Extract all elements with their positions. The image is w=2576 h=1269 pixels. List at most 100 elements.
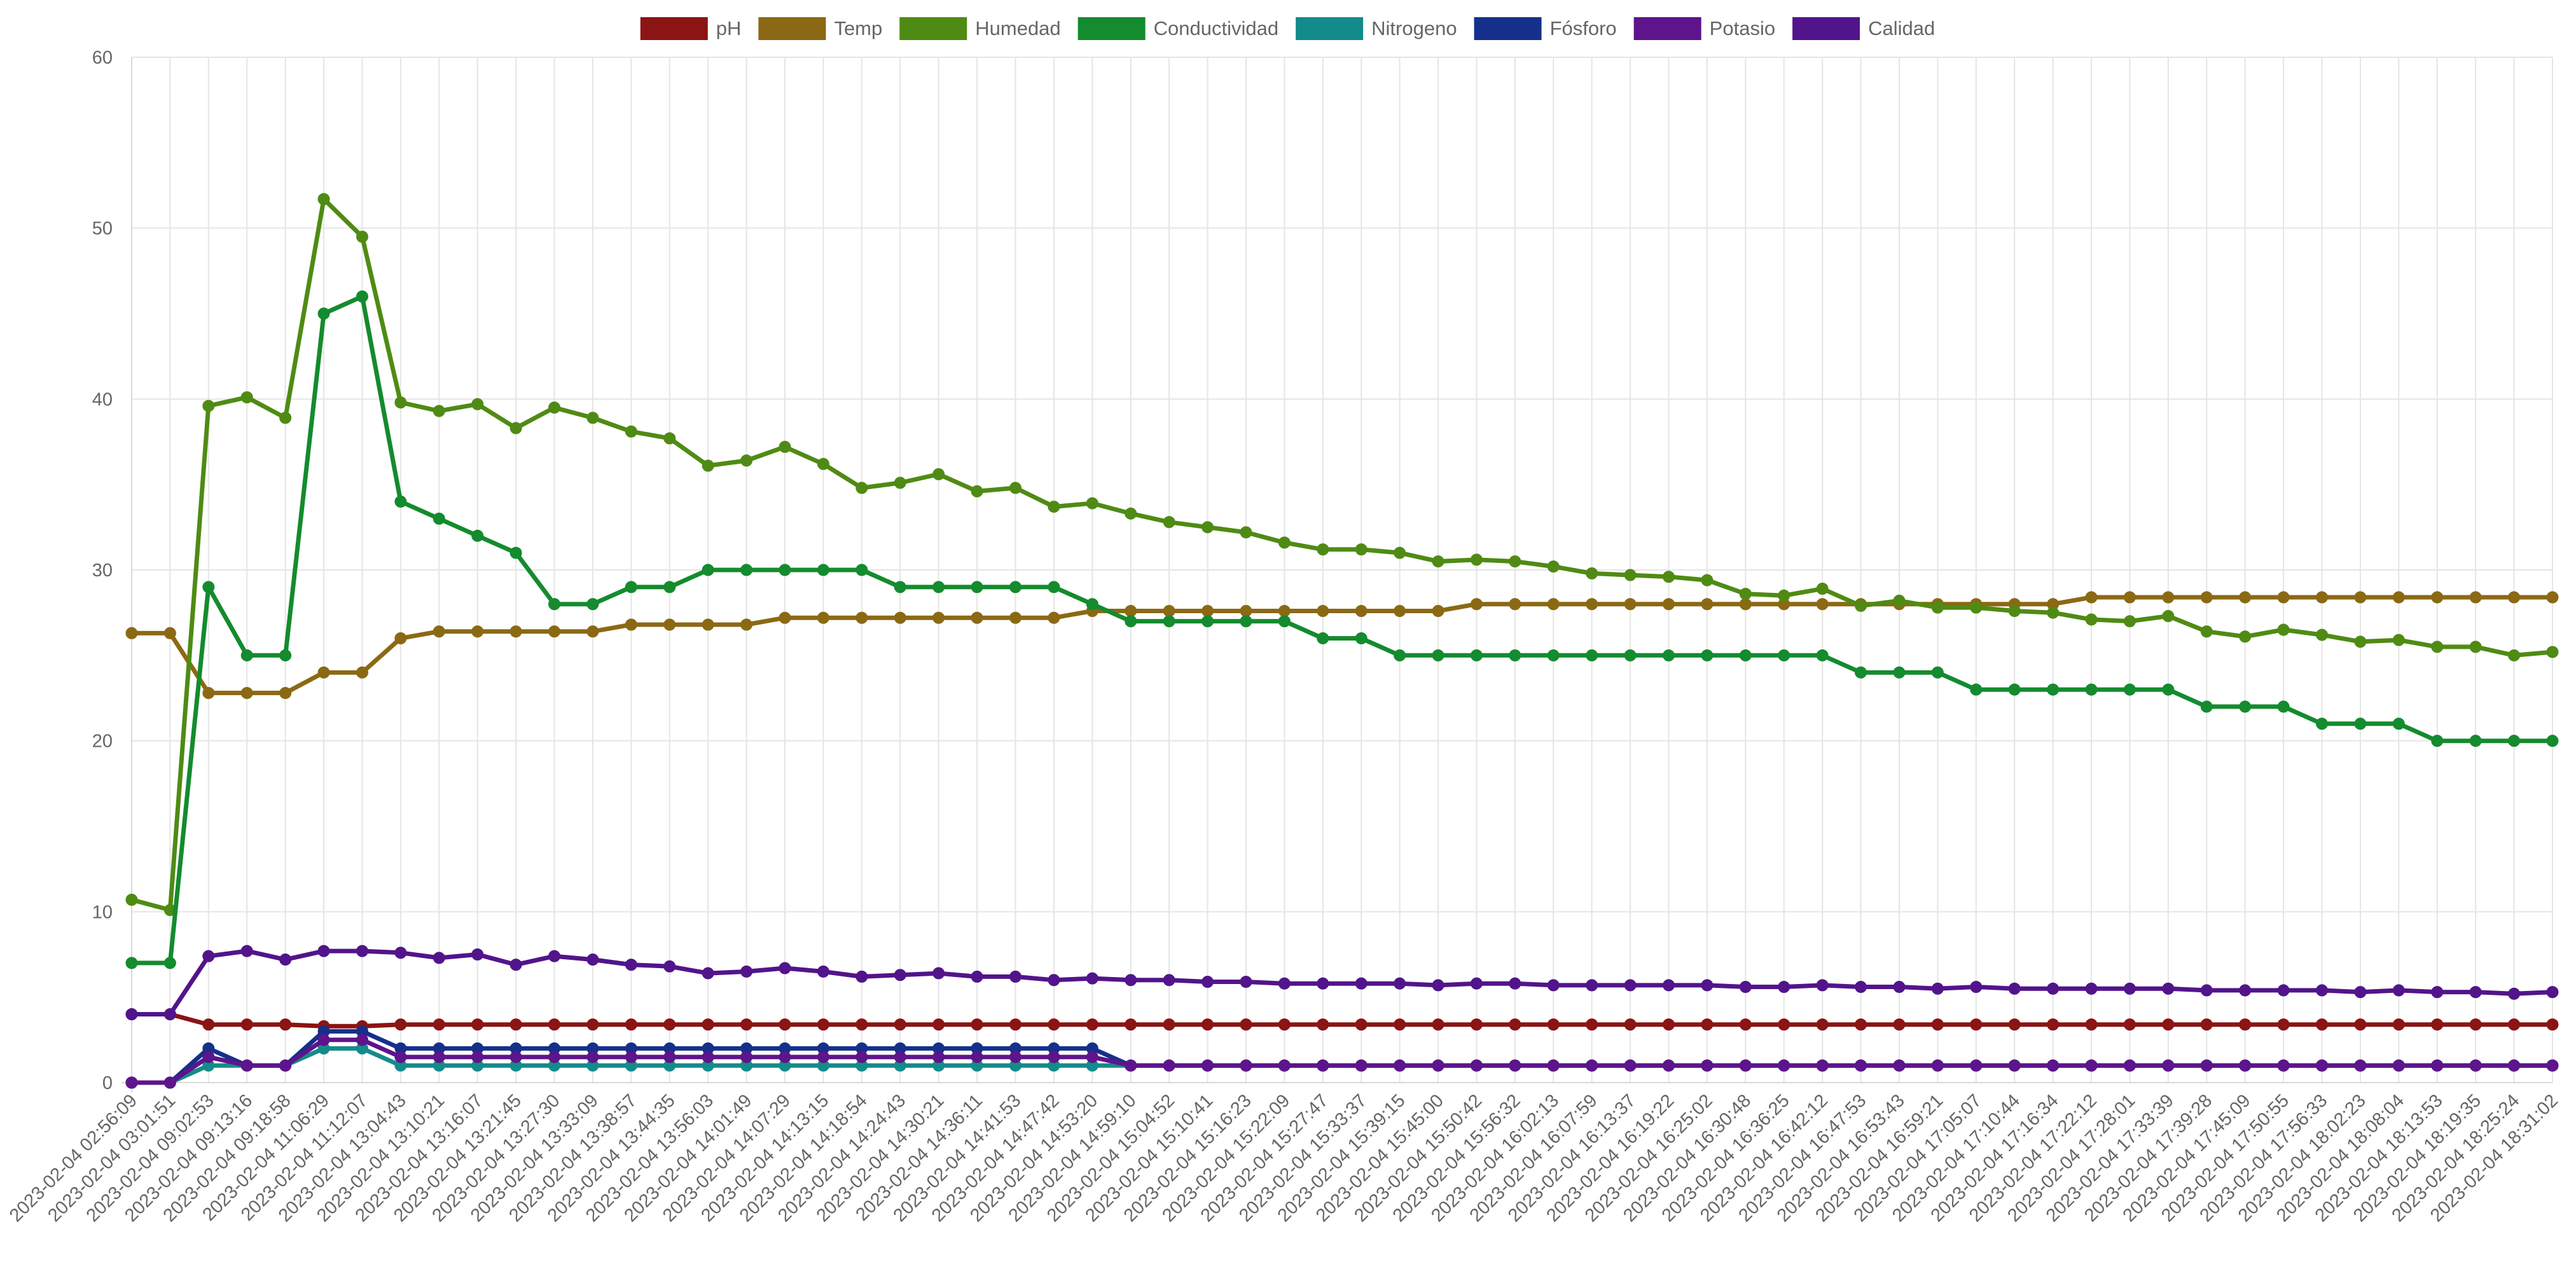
data-point-potasio	[356, 1034, 368, 1046]
series-line-potasio	[129, 1037, 2555, 1085]
data-point-humedad	[894, 476, 906, 489]
series-line-humedad	[129, 197, 2555, 913]
data-point-temp	[625, 618, 637, 631]
data-point-calidad	[1009, 970, 1021, 983]
data-point-conductividad	[1432, 649, 1444, 662]
data-point-potasio	[202, 1051, 215, 1064]
data-point-conductividad	[1509, 649, 1521, 662]
data-point-temp	[1240, 604, 1252, 617]
data-point-calidad	[240, 945, 253, 957]
data-point-conductividad	[163, 957, 176, 969]
data-point-calidad	[2047, 982, 2060, 995]
data-point-calidad	[1701, 979, 1714, 992]
data-point-calidad	[1163, 974, 1175, 987]
data-point-potasio	[509, 1051, 522, 1064]
data-point-ph	[1624, 1018, 1637, 1031]
data-point-temp	[1125, 604, 1137, 617]
data-point-calidad	[971, 970, 983, 983]
data-point-temp	[2354, 591, 2367, 604]
data-point-temp	[1009, 611, 1021, 624]
data-point-humedad	[2239, 630, 2252, 643]
data-point-potasio	[1893, 1059, 1906, 1072]
data-point-temp	[2508, 591, 2521, 604]
y-tick-label: 60	[92, 48, 113, 68]
series-temp	[125, 591, 2559, 699]
series-line-temp	[129, 595, 2555, 695]
data-point-conductividad	[394, 496, 407, 508]
data-point-temp	[548, 625, 561, 638]
data-point-conductividad	[1278, 615, 1291, 628]
data-point-temp	[394, 632, 407, 644]
data-point-conductividad	[125, 957, 138, 969]
data-point-temp	[586, 625, 599, 638]
data-point-ph	[1701, 1018, 1714, 1031]
data-point-conductividad	[471, 529, 484, 542]
data-point-humedad	[1893, 594, 1906, 607]
data-point-calidad	[1855, 981, 1867, 994]
data-point-temp	[471, 625, 484, 638]
data-point-humedad	[1317, 543, 1329, 556]
data-point-humedad	[1240, 526, 1252, 539]
data-point-humedad	[1586, 567, 1598, 579]
data-point-potasio	[625, 1051, 637, 1064]
data-point-temp	[2123, 591, 2136, 604]
data-point-potasio	[317, 1034, 330, 1046]
data-point-conductividad	[779, 564, 791, 576]
data-point-ph	[240, 1018, 253, 1031]
data-point-conductividad	[1317, 632, 1329, 644]
data-point-calidad	[356, 945, 368, 957]
data-point-ph	[2123, 1018, 2136, 1031]
data-point-humedad	[2123, 615, 2136, 628]
data-point-temp	[2469, 591, 2482, 604]
data-point-ph	[2469, 1018, 2482, 1031]
data-point-calidad	[163, 1008, 176, 1021]
data-point-humedad	[779, 441, 791, 454]
data-point-temp	[894, 611, 906, 624]
data-point-humedad	[2508, 649, 2521, 662]
data-point-temp	[2239, 591, 2252, 604]
data-point-conductividad	[2123, 683, 2136, 696]
data-point-humedad	[1778, 589, 1790, 602]
data-point-conductividad	[1701, 649, 1714, 662]
data-point-humedad	[240, 391, 253, 404]
data-point-potasio	[1394, 1059, 1406, 1072]
data-point-humedad	[2469, 641, 2482, 653]
data-point-conductividad	[1125, 615, 1137, 628]
data-point-temp	[817, 611, 829, 624]
legend-label: Potasio	[1710, 17, 1775, 39]
data-point-humedad	[1509, 555, 1521, 568]
data-point-humedad	[1624, 569, 1637, 581]
data-point-temp	[1048, 611, 1060, 624]
data-point-calidad	[1086, 972, 1098, 985]
data-point-conductividad	[663, 581, 676, 593]
data-point-potasio	[279, 1059, 292, 1072]
data-point-ph	[394, 1018, 407, 1031]
data-point-potasio	[2354, 1059, 2367, 1072]
data-point-humedad	[2431, 641, 2444, 653]
data-point-calidad	[817, 965, 829, 978]
legend-item-nitrogeno: Nitrogeno	[1296, 17, 1457, 40]
data-point-conductividad	[1048, 581, 1060, 593]
data-point-potasio	[1048, 1051, 1060, 1064]
data-point-calidad	[1394, 977, 1406, 990]
data-point-temp	[855, 611, 868, 624]
data-point-calidad	[586, 953, 599, 966]
data-point-temp	[1509, 598, 1521, 611]
data-point-conductividad	[586, 598, 599, 611]
data-point-conductividad	[1547, 649, 1560, 662]
data-point-ph	[1855, 1018, 1867, 1031]
data-point-humedad	[1931, 601, 1944, 614]
data-point-potasio	[740, 1051, 753, 1064]
data-point-ph	[1009, 1018, 1021, 1031]
data-point-ph	[2085, 1018, 2098, 1031]
data-point-temp	[1394, 604, 1406, 617]
data-point-conductividad	[1624, 649, 1637, 662]
data-point-conductividad	[1931, 666, 1944, 679]
data-point-potasio	[125, 1076, 138, 1089]
legend-item-conductividad: Conductividad	[1077, 17, 1278, 40]
data-point-calidad	[1778, 981, 1790, 994]
y-tick-label: 0	[102, 1073, 113, 1093]
data-point-humedad	[1086, 497, 1098, 510]
data-point-temp	[2392, 591, 2405, 604]
data-point-humedad	[2162, 610, 2175, 623]
